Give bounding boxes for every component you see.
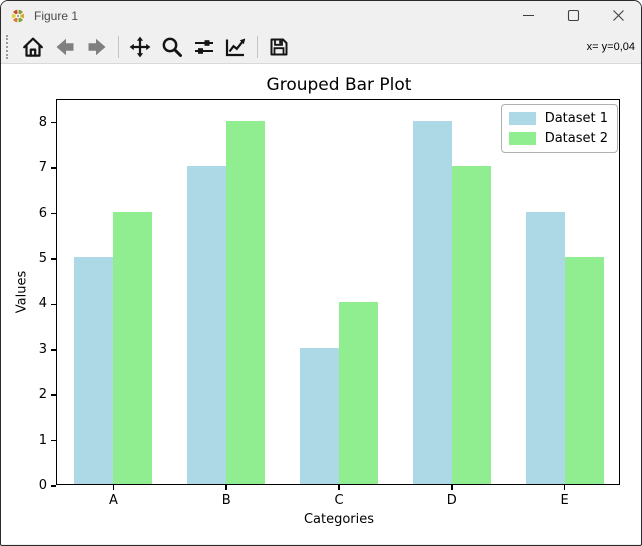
maximize-button[interactable] xyxy=(551,1,596,30)
y-tick-label: 3 xyxy=(38,341,47,357)
x-tick-label: E xyxy=(560,493,569,508)
legend-item: Dataset 1 xyxy=(508,111,608,126)
navigation-toolbar: x= y=0,04 xyxy=(1,30,641,64)
bar-dataset-1-E xyxy=(525,211,565,484)
cursor-position-status: x= y=0,04 xyxy=(586,40,635,53)
floppy-disk-icon xyxy=(270,38,288,55)
y-tick-label: 7 xyxy=(38,160,47,176)
bar-dataset-2-B xyxy=(226,120,266,484)
forward-arrow-icon xyxy=(88,38,106,55)
y-tick-label: 8 xyxy=(38,114,47,130)
axes[interactable]: 0 1 2 3 4 5 6 7 8 A B C D E xyxy=(39,99,620,508)
x-tick xyxy=(225,485,227,490)
zoom-button[interactable] xyxy=(157,32,187,62)
x-axis-label: Categories xyxy=(303,512,375,527)
window-controls xyxy=(506,1,641,30)
legend: Dataset 1 Dataset 2 xyxy=(500,104,618,153)
y-tick xyxy=(51,485,56,487)
y-tick-label: 2 xyxy=(38,387,47,403)
y-tick xyxy=(51,439,56,442)
close-button[interactable] xyxy=(596,1,641,30)
bar-dataset-1-B xyxy=(187,166,227,484)
y-tick xyxy=(51,349,56,351)
x-tick-label: D xyxy=(446,493,457,508)
x-tick xyxy=(338,485,340,490)
bar-dataset-1-A xyxy=(74,256,114,484)
bar-dataset-2-A xyxy=(113,211,153,484)
legend-label: Dataset 2 xyxy=(544,131,608,146)
y-tick-label: 4 xyxy=(38,296,47,312)
pan-button[interactable] xyxy=(125,32,155,62)
x-tick-label: C xyxy=(334,493,344,508)
y-tick xyxy=(51,167,56,169)
x-tick xyxy=(451,485,453,490)
toolbar-grip[interactable] xyxy=(6,34,11,59)
toolbar-separator xyxy=(118,35,119,58)
magnifier-icon xyxy=(162,37,182,57)
matplotlib-logo-icon xyxy=(10,8,26,24)
window-title: Figure 1 xyxy=(34,8,79,23)
maximize-icon xyxy=(567,9,580,22)
x-tick-label: A xyxy=(108,493,118,508)
x-tick xyxy=(563,485,566,490)
forward-button[interactable] xyxy=(82,32,112,62)
bar-dataset-2-D xyxy=(451,166,491,484)
y-tick-label: 5 xyxy=(38,250,47,266)
home-icon xyxy=(23,37,43,57)
legend-swatch xyxy=(508,132,536,145)
y-tick xyxy=(51,121,56,124)
bar-dataset-1-C xyxy=(300,347,339,484)
minimize-icon xyxy=(523,14,534,17)
legend-swatch xyxy=(508,112,536,125)
bar-dataset-2-C xyxy=(339,302,378,484)
back-arrow-icon xyxy=(56,38,74,55)
pan-arrows-icon xyxy=(129,36,151,57)
home-button[interactable] xyxy=(18,32,48,62)
y-tick xyxy=(51,303,56,306)
y-tick-label: 6 xyxy=(38,205,47,221)
bar-dataset-1-D xyxy=(412,120,452,484)
y-tick xyxy=(51,258,56,260)
save-button[interactable] xyxy=(264,32,294,62)
y-tick xyxy=(51,394,56,396)
x-tick xyxy=(112,485,115,490)
toolbar-separator xyxy=(257,35,258,58)
bar-dataset-2-E xyxy=(564,256,604,484)
configure-subplots-button[interactable] xyxy=(189,32,219,62)
close-icon xyxy=(613,10,624,21)
edit-axes-button[interactable] xyxy=(221,32,251,62)
chart-title: Grouped Bar Plot xyxy=(266,75,412,95)
y-tick-label: 1 xyxy=(38,432,47,448)
x-tick-label: B xyxy=(221,493,231,508)
minimize-button[interactable] xyxy=(506,1,551,30)
y-tick xyxy=(51,212,56,215)
line-chart-icon xyxy=(225,38,246,56)
back-button[interactable] xyxy=(50,32,80,62)
titlebar[interactable]: Figure 1 xyxy=(1,1,641,30)
legend-label: Dataset 1 xyxy=(544,111,608,126)
y-tick-label: 0 xyxy=(38,478,47,493)
sliders-icon xyxy=(195,39,213,54)
legend-item: Dataset 2 xyxy=(508,131,608,146)
